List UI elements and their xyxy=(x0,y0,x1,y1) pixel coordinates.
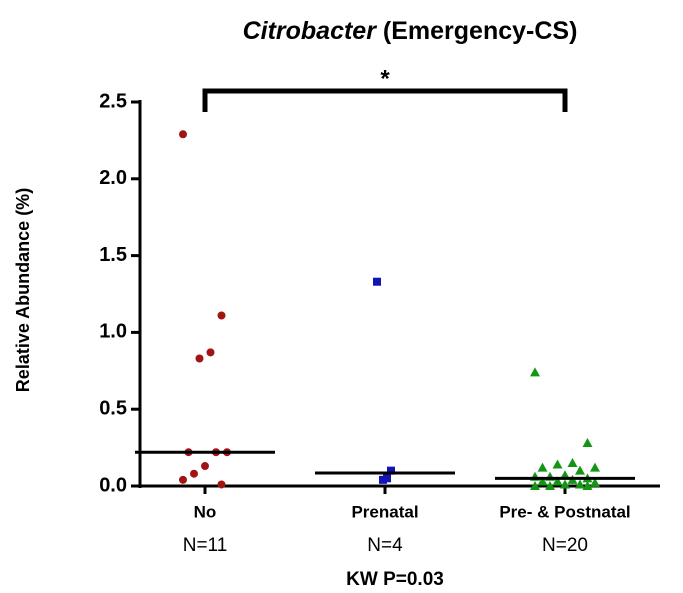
data-point xyxy=(179,475,187,484)
data-point xyxy=(217,311,226,320)
data-point xyxy=(575,465,585,475)
title-group: (Emergency-CS) xyxy=(383,17,578,45)
data-point xyxy=(560,479,570,489)
x-sublabel: N=4 xyxy=(367,535,403,556)
data-point xyxy=(190,469,198,478)
data-point xyxy=(582,481,593,490)
data-point xyxy=(530,367,540,377)
data-point xyxy=(537,476,548,486)
y-tick-label: 0.5 xyxy=(99,397,127,419)
x-sublabel: N=20 xyxy=(542,535,588,556)
significance-label: * xyxy=(380,65,390,92)
data-point xyxy=(552,476,563,486)
data-point xyxy=(575,479,585,489)
y-tick-label: 2.0 xyxy=(99,167,127,189)
data-point xyxy=(387,466,395,475)
data-point xyxy=(545,481,555,490)
data-point xyxy=(537,462,548,472)
y-tick-label: 1.5 xyxy=(99,244,127,266)
x-tick-label: Pre- & Postnatal xyxy=(499,502,630,521)
y-tick-label: 0.0 xyxy=(99,474,127,496)
data-point xyxy=(195,354,204,363)
data-point xyxy=(552,459,563,469)
x-tick-label: No xyxy=(194,502,217,521)
x-axis-label: KW P=0.03 xyxy=(346,569,444,590)
data-point xyxy=(201,462,209,471)
data-point xyxy=(179,130,187,139)
data-point xyxy=(567,457,578,467)
data-point xyxy=(206,348,215,357)
data-point xyxy=(590,477,600,487)
data-point xyxy=(217,480,226,489)
x-tick-label: Prenatal xyxy=(351,502,418,521)
y-axis-label: Relative Abundance (%) xyxy=(13,188,33,392)
title-genus: Citrobacter xyxy=(243,17,378,45)
chart-title: Citrobacter (Emergency-CS) xyxy=(243,17,578,45)
y-tick-label: 1.0 xyxy=(99,321,127,343)
data-point xyxy=(590,462,600,472)
significance-bracket xyxy=(202,88,568,112)
data-point xyxy=(530,481,540,490)
data-point xyxy=(582,437,593,447)
data-point xyxy=(373,277,381,286)
x-sublabel: N=11 xyxy=(183,535,228,556)
y-tick-label: 2.5 xyxy=(99,90,127,112)
data-point xyxy=(379,475,387,484)
